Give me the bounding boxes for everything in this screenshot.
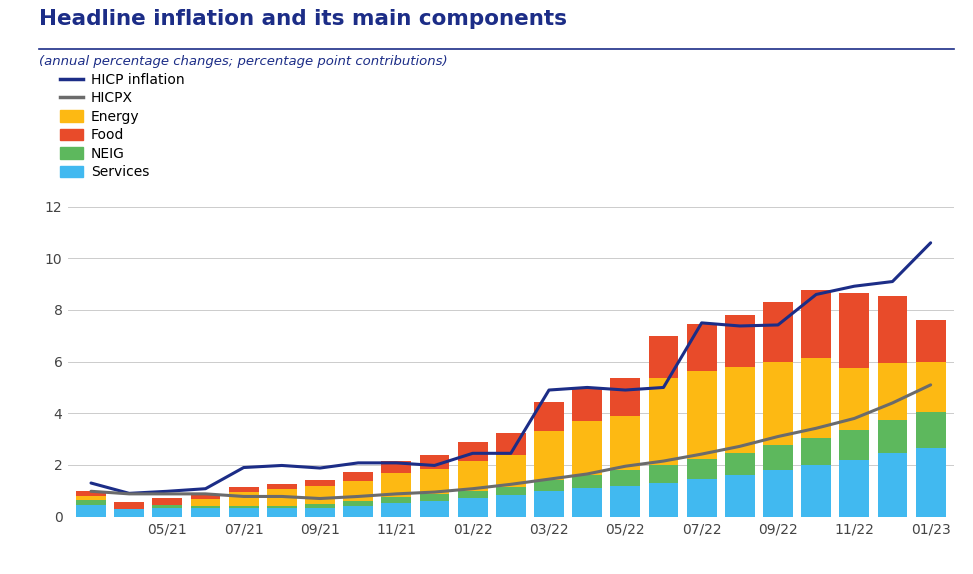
Bar bbox=[306, 507, 335, 517]
Bar bbox=[76, 505, 106, 517]
Bar bbox=[763, 470, 793, 517]
Bar bbox=[457, 498, 487, 517]
Bar bbox=[114, 502, 144, 509]
Bar bbox=[878, 296, 908, 363]
Bar bbox=[457, 461, 487, 491]
Bar bbox=[306, 486, 335, 504]
Bar bbox=[419, 455, 450, 469]
Bar bbox=[267, 509, 297, 517]
Bar bbox=[419, 501, 450, 517]
Bar bbox=[153, 498, 182, 505]
Bar bbox=[534, 402, 564, 431]
Bar bbox=[610, 486, 640, 517]
Bar bbox=[381, 473, 412, 498]
Bar bbox=[725, 315, 755, 367]
Bar bbox=[687, 324, 716, 371]
Bar bbox=[878, 363, 908, 420]
Bar bbox=[916, 362, 946, 412]
Bar bbox=[610, 378, 640, 416]
Bar bbox=[763, 302, 793, 362]
Bar bbox=[840, 368, 869, 430]
Bar bbox=[763, 362, 793, 445]
Bar bbox=[610, 470, 640, 486]
Bar bbox=[916, 320, 946, 362]
Bar bbox=[114, 506, 144, 509]
Bar bbox=[496, 433, 525, 455]
Bar bbox=[229, 487, 259, 492]
Bar bbox=[306, 480, 335, 486]
Bar bbox=[457, 491, 487, 498]
Text: (annual percentage changes; percentage point contributions): (annual percentage changes; percentage p… bbox=[39, 55, 448, 68]
Bar bbox=[496, 495, 525, 517]
Bar bbox=[76, 501, 106, 505]
Bar bbox=[496, 455, 525, 487]
Bar bbox=[419, 469, 450, 494]
Bar bbox=[801, 290, 831, 358]
Bar bbox=[191, 506, 221, 509]
Bar bbox=[267, 506, 297, 509]
Text: Headline inflation and its main components: Headline inflation and its main componen… bbox=[39, 9, 567, 29]
Bar bbox=[801, 438, 831, 465]
Bar bbox=[496, 487, 525, 495]
Bar bbox=[343, 481, 373, 501]
Bar bbox=[191, 494, 221, 499]
Bar bbox=[801, 465, 831, 517]
Bar bbox=[725, 452, 755, 475]
Bar bbox=[534, 480, 564, 491]
Bar bbox=[649, 378, 678, 466]
Bar bbox=[267, 489, 297, 506]
Bar bbox=[610, 416, 640, 470]
Bar bbox=[840, 430, 869, 460]
Bar bbox=[381, 461, 412, 473]
Bar bbox=[725, 475, 755, 517]
Bar bbox=[649, 483, 678, 517]
Bar bbox=[801, 358, 831, 438]
Bar bbox=[343, 501, 373, 506]
Bar bbox=[76, 491, 106, 496]
Bar bbox=[687, 479, 716, 517]
Bar bbox=[916, 412, 946, 448]
Bar bbox=[572, 475, 602, 488]
Bar bbox=[534, 491, 564, 517]
Bar bbox=[725, 367, 755, 452]
Bar bbox=[191, 499, 221, 506]
Bar bbox=[572, 488, 602, 517]
Bar bbox=[381, 498, 412, 503]
Bar bbox=[191, 509, 221, 517]
Bar bbox=[687, 371, 716, 459]
Bar bbox=[916, 448, 946, 517]
Bar bbox=[153, 506, 182, 507]
Bar bbox=[649, 336, 678, 378]
Bar bbox=[572, 387, 602, 421]
Bar bbox=[114, 506, 144, 507]
Bar bbox=[153, 505, 182, 506]
Bar bbox=[76, 496, 106, 501]
Bar bbox=[457, 443, 487, 461]
Bar bbox=[267, 484, 297, 489]
Bar bbox=[572, 421, 602, 475]
Bar bbox=[229, 492, 259, 506]
Bar bbox=[763, 445, 793, 470]
Legend: HICP inflation, HICPX, Energy, Food, NEIG, Services: HICP inflation, HICPX, Energy, Food, NEI… bbox=[60, 73, 185, 179]
Bar bbox=[153, 507, 182, 517]
Bar bbox=[229, 509, 259, 517]
Bar bbox=[114, 507, 144, 517]
Bar bbox=[419, 494, 450, 501]
Bar bbox=[343, 506, 373, 517]
Bar bbox=[840, 460, 869, 517]
Bar bbox=[534, 431, 564, 480]
Bar bbox=[649, 466, 678, 483]
Bar bbox=[840, 293, 869, 368]
Bar bbox=[878, 420, 908, 453]
Bar bbox=[687, 459, 716, 479]
Bar bbox=[229, 506, 259, 509]
Bar bbox=[878, 453, 908, 517]
Bar bbox=[381, 503, 412, 517]
Bar bbox=[343, 472, 373, 481]
Bar bbox=[306, 504, 335, 507]
